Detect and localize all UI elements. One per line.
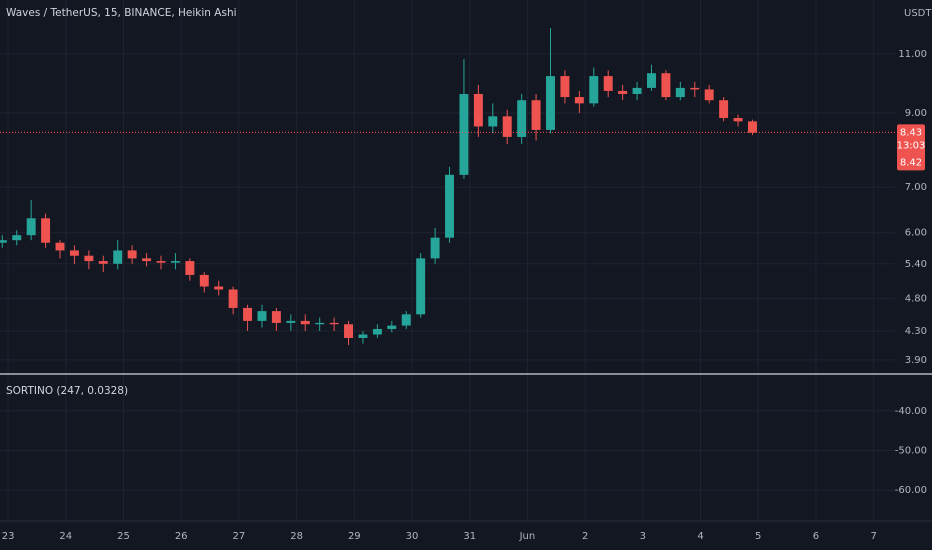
candle-body [12,235,22,241]
candle-body [473,93,483,127]
candle-body [502,116,512,137]
x-tick-label: 30 [406,531,419,542]
candle-body [704,89,714,101]
y-tick-label: 6.00 [905,228,927,239]
x-tick-label: 3 [640,531,646,542]
candle-body [69,250,79,256]
x-tick-label: 31 [463,531,476,542]
candle-body [690,87,700,90]
x-tick-label: 4 [697,531,703,542]
x-tick-label: 2 [582,531,588,542]
candle-body [733,117,743,122]
y-tick-label: 4.80 [905,294,927,305]
unit-label: USDT [904,8,932,19]
candle-body [488,116,498,127]
y-tick-label: 4.30 [905,326,927,337]
candle-body [142,258,152,262]
candle-body [286,320,296,323]
x-tick-label: 5 [755,531,761,542]
indicator-title: SORTINO (247, 0.0328) [6,385,128,397]
close-price-label: 8.42 [900,157,922,168]
x-tick-label: 28 [290,531,303,542]
candle-body [430,237,440,259]
candle-body [199,274,209,287]
candle-body [329,322,339,325]
candle-body [459,93,469,175]
candle-body [257,311,267,321]
candle-body [98,261,108,264]
y-tick-label: 7.00 [905,182,927,193]
candle-body [41,218,51,243]
x-tick-label: 26 [175,531,188,542]
candle-body [84,255,94,262]
x-tick-label: 29 [348,531,361,542]
candle-body [632,87,642,94]
y-tick-label: 11.00 [898,49,927,60]
candle-body [517,100,527,137]
x-tick-label: 25 [117,531,130,542]
chart-title: Waves / TetherUS, 15, BINANCE, Heikin As… [6,7,237,19]
candle-body [675,87,685,98]
candle-body [358,334,368,338]
price-label-box [897,124,925,171]
x-tick-label: 6 [813,531,819,542]
candle-body [271,311,281,323]
candle-body [127,250,137,259]
candle-body [603,76,613,91]
candle-body [113,250,123,264]
y-tick-label: -40.00 [895,406,927,417]
candle-body [416,258,426,315]
candle-body [26,218,36,236]
candle-body [546,76,555,130]
candle-body [228,289,238,308]
candle-body [719,100,729,118]
candle-body [185,261,195,275]
candle-body [315,322,325,325]
candle-body [170,261,180,263]
candle-body [214,286,224,290]
candle-body [531,100,541,130]
candle-body [300,320,310,325]
candle-body [618,90,628,94]
y-tick-label: 5.40 [905,259,927,270]
x-tick-label: 24 [59,531,72,542]
candle-body [387,325,397,329]
candle-body [55,242,65,251]
last-price-label: 8.43 [900,127,922,138]
candle-body [401,314,411,326]
candle-body [445,174,454,238]
countdown-label: 13:03 [897,140,926,151]
x-tick-label: Jun [519,531,536,542]
y-tick-label: 3.90 [905,355,927,366]
candle-body [661,73,671,98]
y-tick-label: -60.00 [895,485,927,496]
candle-body [647,73,656,88]
candle-body [747,121,757,133]
candle-body [560,76,570,98]
x-tick-label: 7 [870,531,876,542]
candle-body [0,240,7,243]
candle-body [156,261,166,263]
candle-body [344,324,354,338]
candle-body [372,328,382,335]
candle-body [574,97,584,104]
x-tick-label: 27 [233,531,246,542]
candle-body [243,307,253,321]
x-tick-label: 23 [2,531,15,542]
y-tick-label: 9.00 [905,108,927,119]
y-tick-label: -50.00 [895,445,927,456]
candle-body [589,76,599,104]
